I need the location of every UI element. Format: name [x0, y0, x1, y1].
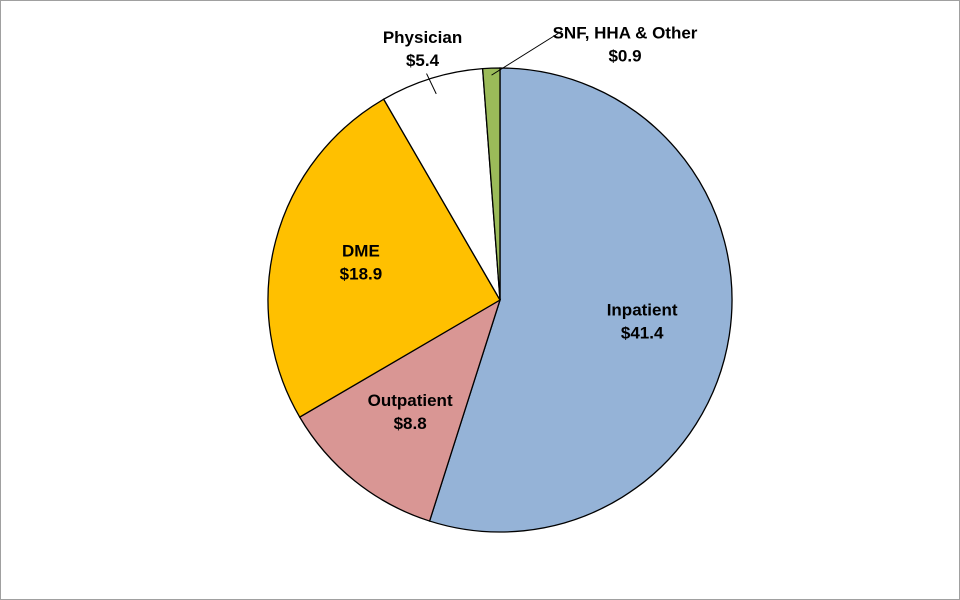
leader-line	[491, 30, 563, 76]
slice-label: DME	[342, 242, 380, 261]
pie-slice	[382, 67, 501, 301]
slice-value-label: $18.9	[340, 265, 383, 284]
slice-value-label: $41.4	[621, 324, 664, 343]
pie-slice	[298, 298, 502, 522]
slice-value-label: $0.9	[608, 46, 641, 65]
pie-slice	[428, 67, 733, 533]
slice-label: Outpatient	[368, 391, 453, 410]
slice-value-label: $5.4	[406, 51, 440, 70]
slice-label: SNF, HHA & Other	[553, 23, 698, 42]
leader-line	[426, 73, 437, 95]
pie-slice	[267, 98, 501, 419]
slice-label: Physician	[383, 28, 462, 47]
slice-value-label: $8.8	[394, 414, 427, 433]
pie-slice	[481, 67, 501, 301]
slice-label: Inpatient	[607, 301, 678, 320]
